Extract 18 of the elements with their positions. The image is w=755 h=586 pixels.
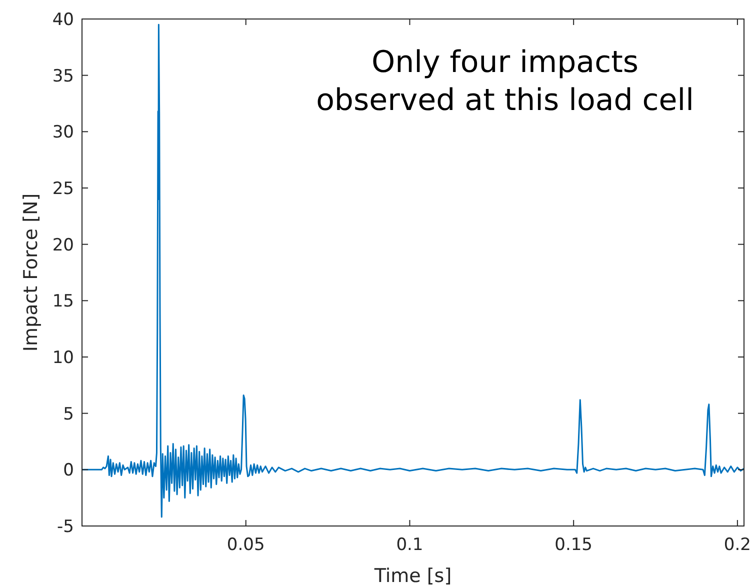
line-series bbox=[82, 24, 744, 518]
x-tick-label: 0.05 bbox=[226, 535, 265, 555]
x-tick-label: 0.15 bbox=[554, 535, 593, 555]
x-tick-label: 0.2 bbox=[724, 535, 751, 555]
y-tick-label: 5 bbox=[63, 404, 74, 424]
y-tick-label: 30 bbox=[52, 122, 74, 143]
y-tick-label: 40 bbox=[52, 10, 74, 30]
x-axis-title: Time [s] bbox=[373, 565, 452, 586]
y-tick-label: 0 bbox=[63, 460, 74, 481]
y-axis-title: Impact Force [N] bbox=[20, 193, 42, 352]
y-tick-label: 20 bbox=[52, 235, 74, 256]
y-tick-label: 15 bbox=[52, 292, 74, 312]
annotation: Only four impacts observed at this load cell bbox=[316, 45, 694, 118]
y-tick-label: 10 bbox=[52, 348, 74, 368]
y-tick-label: 25 bbox=[52, 178, 74, 199]
y-tick-label: -5 bbox=[57, 516, 74, 537]
x-tick-label: 0.1 bbox=[396, 535, 424, 555]
y-tick-label: 35 bbox=[52, 66, 74, 86]
